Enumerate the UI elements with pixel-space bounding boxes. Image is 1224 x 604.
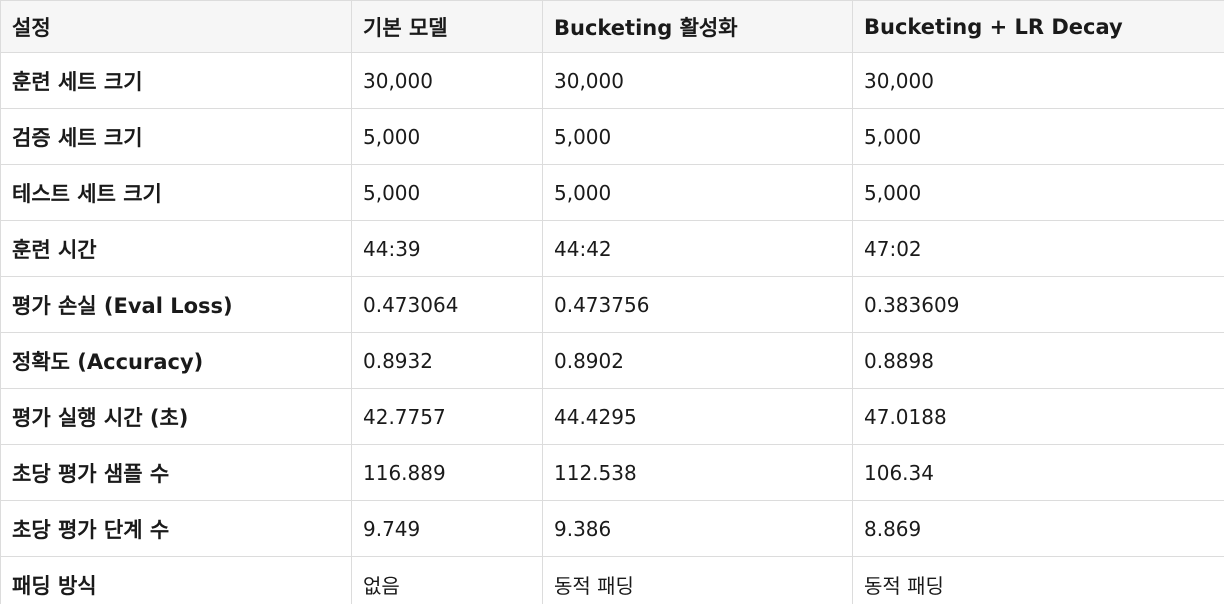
row-label: 훈련 세트 크기	[0, 52, 352, 109]
cell-value: 30,000	[351, 52, 543, 109]
table-row: 훈련 시간 44:39 44:42 47:02	[0, 220, 1224, 277]
cell-value: 5,000	[542, 164, 853, 221]
cell-value: 42.7757	[351, 388, 543, 445]
cell-value: 5,000	[852, 164, 1224, 221]
row-label: 검증 세트 크기	[0, 108, 352, 165]
header-setting: 설정	[0, 0, 352, 53]
header-bucketing: Bucketing 활성화	[542, 0, 853, 53]
cell-value: 44:39	[351, 220, 543, 277]
table-row: 훈련 세트 크기 30,000 30,000 30,000	[0, 52, 1224, 109]
cell-value: 106.34	[852, 444, 1224, 501]
cell-value: 116.889	[351, 444, 543, 501]
table-header-row: 설정 기본 모델 Bucketing 활성화 Bucketing + LR De…	[0, 0, 1224, 53]
cell-value: 0.383609	[852, 276, 1224, 333]
row-label: 정확도 (Accuracy)	[0, 332, 352, 389]
cell-value: 0.8902	[542, 332, 853, 389]
cell-value: 5,000	[351, 164, 543, 221]
cell-value: 5,000	[542, 108, 853, 165]
cell-value: 5,000	[351, 108, 543, 165]
cell-value: 없음	[351, 556, 543, 604]
table-row: 초당 평가 샘플 수 116.889 112.538 106.34	[0, 444, 1224, 501]
cell-value: 9.386	[542, 500, 853, 557]
header-base-model: 기본 모델	[351, 0, 543, 53]
row-label: 초당 평가 샘플 수	[0, 444, 352, 501]
table-row: 평가 손실 (Eval Loss) 0.473064 0.473756 0.38…	[0, 276, 1224, 333]
cell-value: 동적 패딩	[852, 556, 1224, 604]
row-label: 평가 실행 시간 (초)	[0, 388, 352, 445]
cell-value: 9.749	[351, 500, 543, 557]
row-label: 평가 손실 (Eval Loss)	[0, 276, 352, 333]
row-label: 패딩 방식	[0, 556, 352, 604]
cell-value: 0.8898	[852, 332, 1224, 389]
table-row: 테스트 세트 크기 5,000 5,000 5,000	[0, 164, 1224, 221]
cell-value: 5,000	[852, 108, 1224, 165]
cell-value: 44:42	[542, 220, 853, 277]
cell-value: 112.538	[542, 444, 853, 501]
table-row: 평가 실행 시간 (초) 42.7757 44.4295 47.0188	[0, 388, 1224, 445]
cell-value: 47.0188	[852, 388, 1224, 445]
cell-value: 44.4295	[542, 388, 853, 445]
table-row: 초당 평가 단계 수 9.749 9.386 8.869	[0, 500, 1224, 557]
table-row: 패딩 방식 없음 동적 패딩 동적 패딩	[0, 556, 1224, 604]
cell-value: 47:02	[852, 220, 1224, 277]
cell-value: 30,000	[542, 52, 853, 109]
cell-value: 30,000	[852, 52, 1224, 109]
row-label: 훈련 시간	[0, 220, 352, 277]
table-row: 정확도 (Accuracy) 0.8932 0.8902 0.8898	[0, 332, 1224, 389]
header-bucketing-lr-decay: Bucketing + LR Decay	[852, 0, 1224, 53]
row-label: 초당 평가 단계 수	[0, 500, 352, 557]
table-row: 검증 세트 크기 5,000 5,000 5,000	[0, 108, 1224, 165]
cell-value: 동적 패딩	[542, 556, 853, 604]
cell-value: 0.8932	[351, 332, 543, 389]
row-label: 테스트 세트 크기	[0, 164, 352, 221]
cell-value: 8.869	[852, 500, 1224, 557]
cell-value: 0.473756	[542, 276, 853, 333]
cell-value: 0.473064	[351, 276, 543, 333]
